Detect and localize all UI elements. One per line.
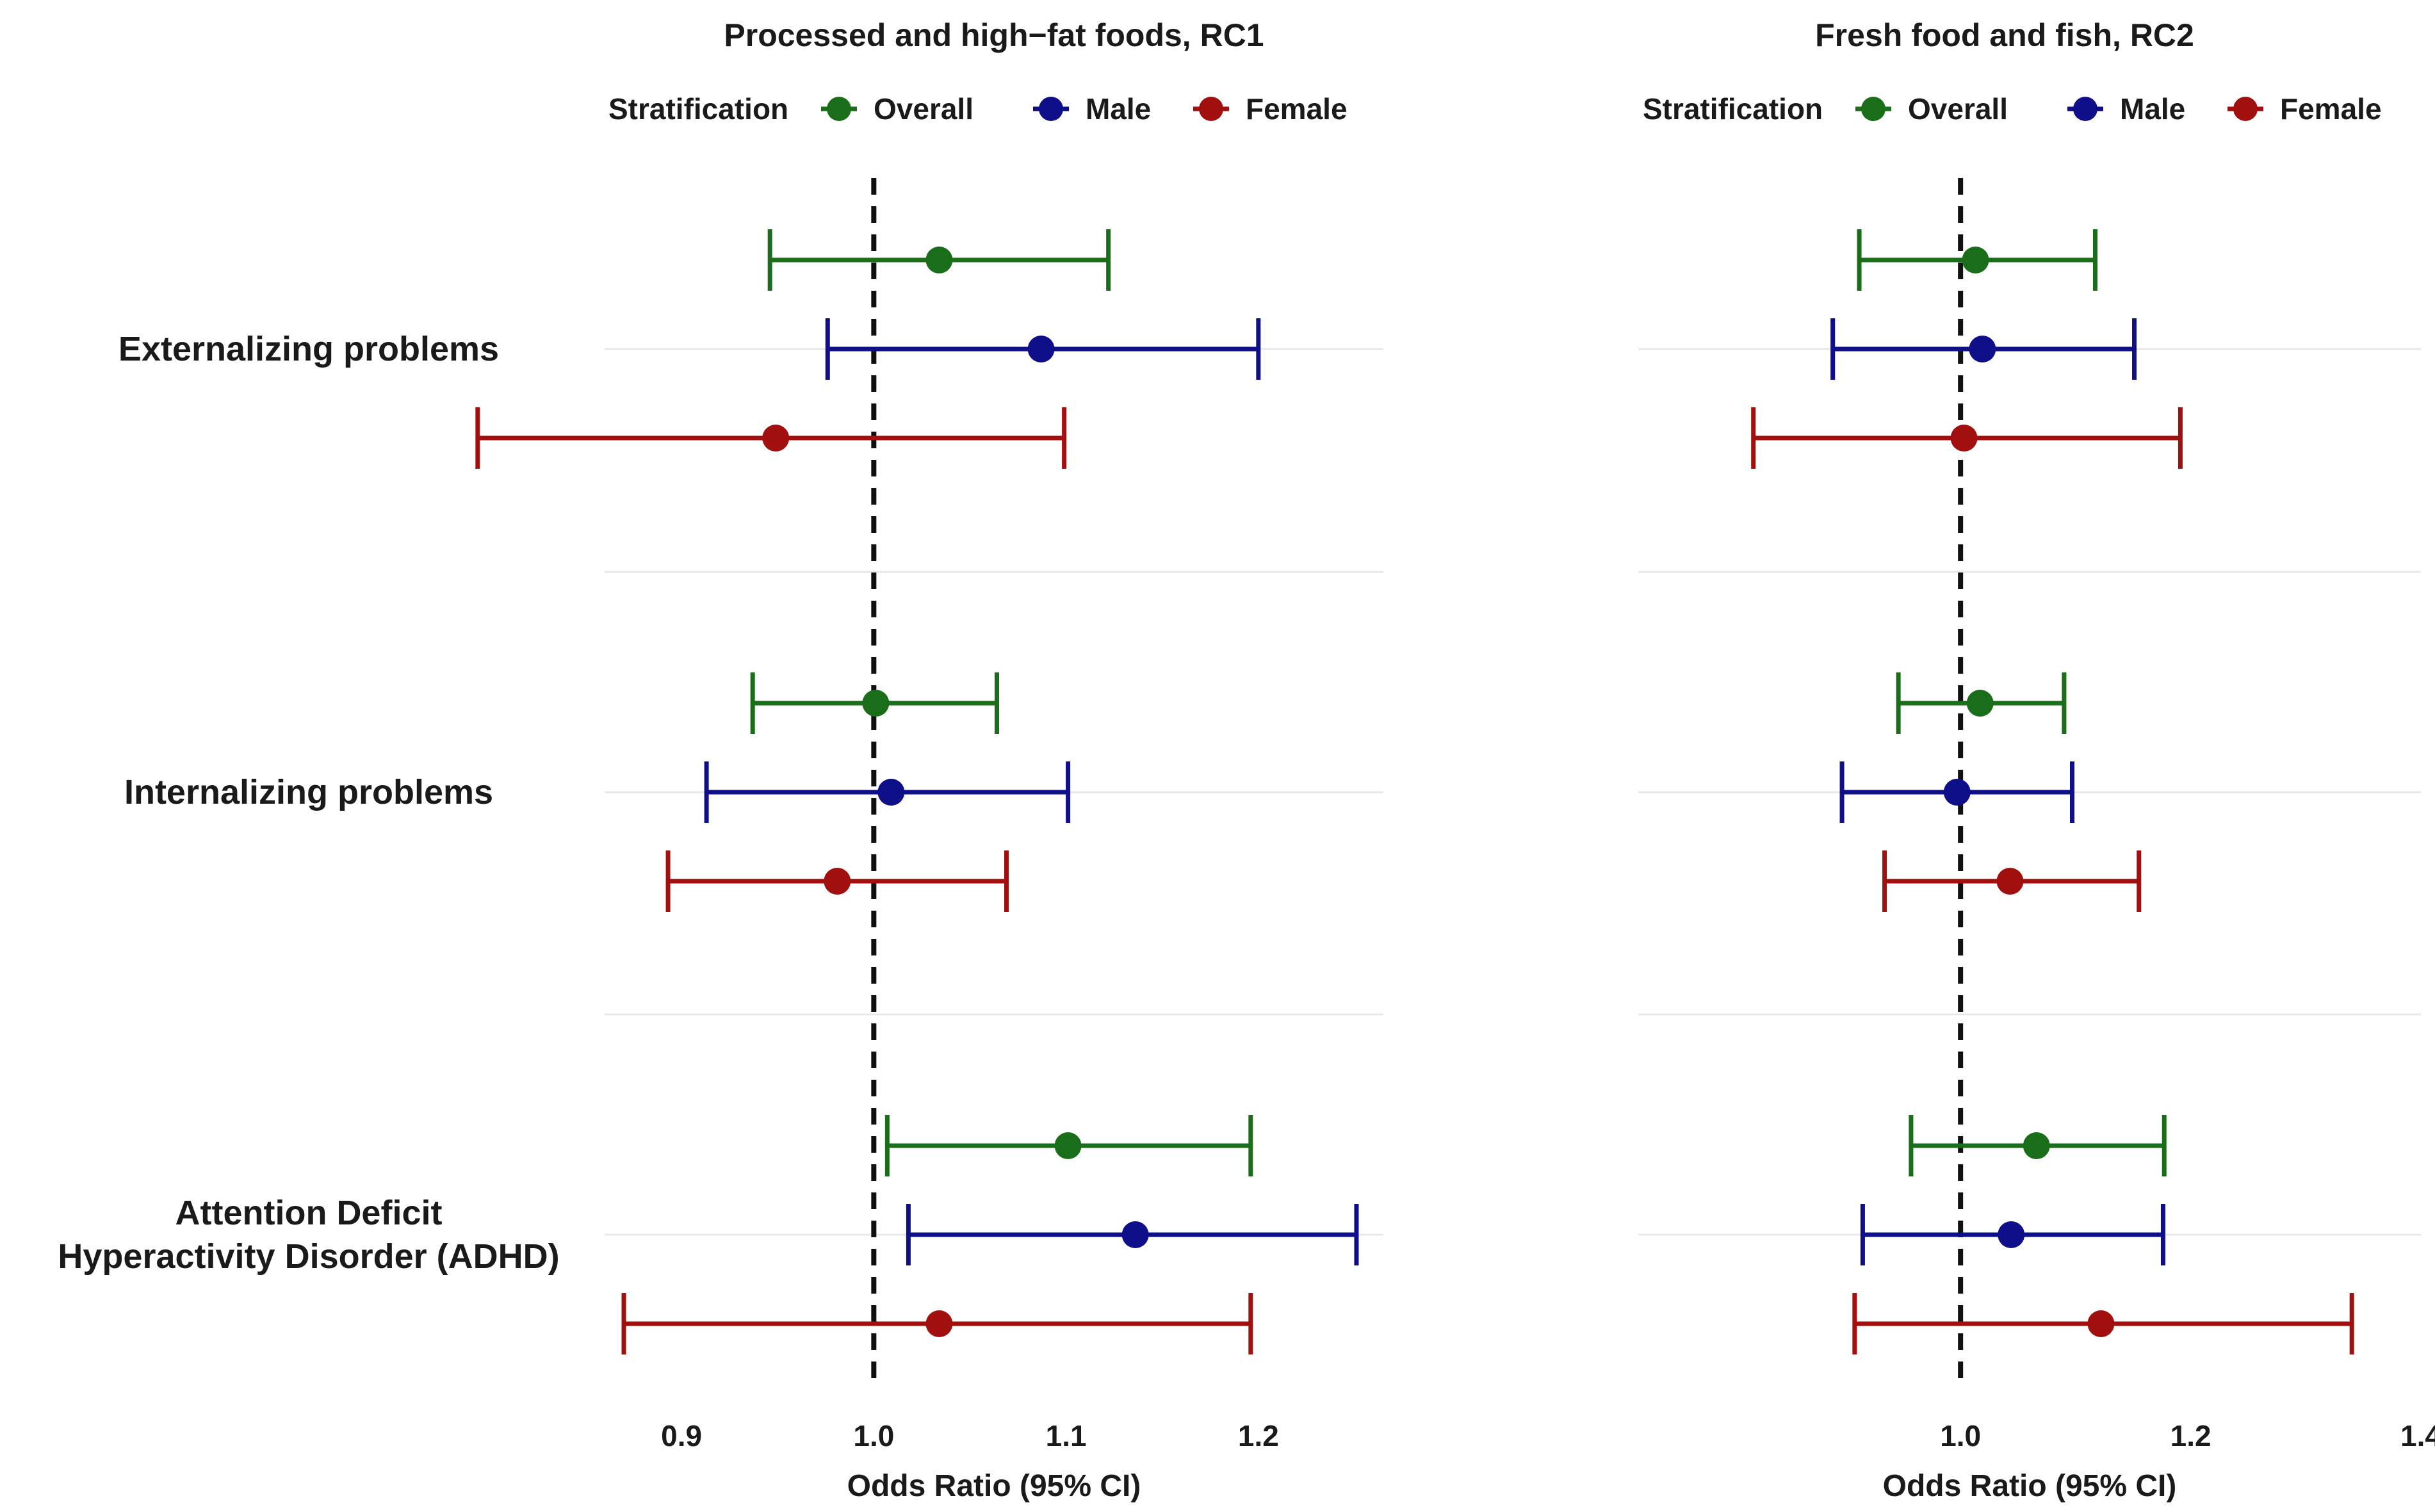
legend-key-overall xyxy=(1855,97,1891,121)
point-estimate xyxy=(1943,779,1971,806)
legend-key-male xyxy=(1033,97,1069,121)
estimate-male xyxy=(906,1204,1359,1265)
estimate-male xyxy=(704,761,1071,823)
outcome-group-2 xyxy=(1839,672,2142,912)
x-tick-label: 1.0 xyxy=(1940,1419,1981,1452)
legend: Stratification Overall Male Female xyxy=(1643,92,2382,126)
point-estimate xyxy=(1998,1221,2025,1248)
estimate-female xyxy=(1882,850,2142,912)
estimate-overall xyxy=(750,672,1000,734)
panel-1: Processed and high−fat foods, RC1 Stratif… xyxy=(58,17,1383,1503)
legend-label-overall: Overall xyxy=(874,92,973,126)
estimate-overall xyxy=(1896,672,2067,734)
outcome-label: Internalizing problems xyxy=(124,773,493,811)
point-estimate xyxy=(1966,690,1994,717)
point-estimate xyxy=(1950,425,1978,451)
point-estimate xyxy=(1996,868,2024,895)
estimate-female xyxy=(665,850,1009,912)
outcome-group-1 xyxy=(475,229,1261,469)
estimate-male xyxy=(1860,1204,2165,1265)
point-estimate xyxy=(925,1310,953,1337)
point-estimate xyxy=(862,690,890,717)
x-tick-label: 1.4 xyxy=(2400,1419,2435,1452)
point-estimate xyxy=(762,425,790,451)
estimate-male xyxy=(1839,761,2074,823)
estimate-overall xyxy=(1909,1115,2167,1176)
point-estimate xyxy=(1962,247,1989,273)
panel-title: Processed and high−fat foods, RC1 xyxy=(724,17,1264,53)
estimate-male xyxy=(1830,318,2137,380)
outcome-group-3 xyxy=(1852,1115,2354,1354)
legend-label-female: Female xyxy=(2280,92,2382,126)
legend-label-male: Male xyxy=(1086,92,1151,126)
estimate-female xyxy=(475,407,1067,469)
legend-label-female: Female xyxy=(1246,92,1348,126)
x-tick-label: 1.0 xyxy=(853,1419,894,1452)
outcome-group-3 xyxy=(621,1115,1359,1354)
outcome-label: Attention Deficit xyxy=(175,1194,443,1232)
legend-title: Stratification xyxy=(1643,92,1823,126)
legend-label-overall: Overall xyxy=(1908,92,2008,126)
outcome-label: Externalizing problems xyxy=(118,330,499,368)
legend: Stratification Overall Male Female xyxy=(608,92,1348,126)
x-axis-title: Odds Ratio (95% CI) xyxy=(1883,1469,2177,1503)
estimate-male xyxy=(825,318,1261,380)
legend-label-male: Male xyxy=(2120,92,2185,126)
x-axis-title: Odds Ratio (95% CI) xyxy=(847,1469,1141,1503)
x-tick-label: 1.2 xyxy=(2170,1419,2211,1452)
estimate-overall xyxy=(884,1115,1253,1176)
point-estimate xyxy=(1027,336,1055,362)
legend-key-male xyxy=(2067,97,2103,121)
panel-2: Fresh food and fish, RC2 Stratification Ov… xyxy=(1638,17,2435,1503)
legend-key-female xyxy=(1193,97,1229,121)
estimate-overall xyxy=(767,229,1111,291)
legend-key-overall xyxy=(821,97,857,121)
point-estimate xyxy=(1121,1221,1149,1248)
point-estimate xyxy=(1054,1132,1082,1159)
x-tick-label: 1.1 xyxy=(1046,1419,1087,1452)
estimate-female xyxy=(1751,407,2183,469)
estimate-female xyxy=(1852,1293,2354,1354)
estimate-female xyxy=(621,1293,1253,1354)
legend-title: Stratification xyxy=(608,92,788,126)
point-estimate xyxy=(1969,336,1996,362)
x-tick-label: 1.2 xyxy=(1238,1419,1279,1452)
legend-key-female xyxy=(2227,97,2263,121)
estimate-overall xyxy=(1857,229,2097,291)
outcome-label: Hyperactivity Disorder (ADHD) xyxy=(58,1237,559,1276)
outcome-group-1 xyxy=(1751,229,2183,469)
x-tick-label: 0.9 xyxy=(661,1419,702,1452)
point-estimate xyxy=(824,868,851,895)
outcome-group-2 xyxy=(665,672,1071,912)
panel-title: Fresh food and fish, RC2 xyxy=(1815,17,2194,53)
point-estimate xyxy=(877,779,905,806)
point-estimate xyxy=(2087,1310,2115,1337)
point-estimate xyxy=(925,247,953,273)
point-estimate xyxy=(2023,1132,2050,1159)
